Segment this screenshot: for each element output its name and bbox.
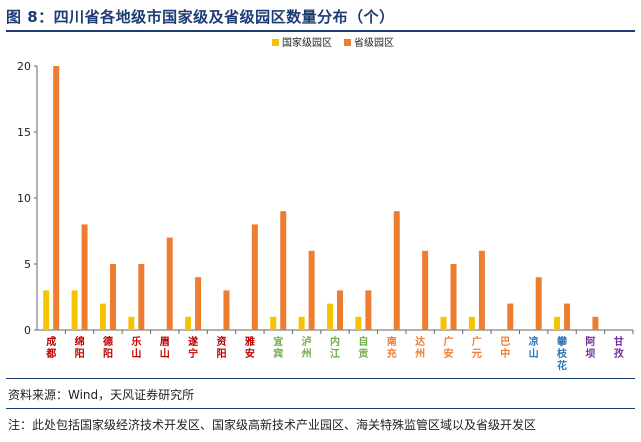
bar-provincial-11 bbox=[365, 290, 372, 330]
bar-national-15 bbox=[468, 316, 475, 330]
category-label-14: 广安 bbox=[444, 335, 454, 360]
bar-provincial-14 bbox=[450, 264, 457, 330]
bar-provincial-9 bbox=[308, 250, 315, 330]
bar-provincial-18 bbox=[564, 303, 571, 330]
bar-provincial-1 bbox=[81, 224, 88, 330]
legend-swatch-1 bbox=[344, 39, 351, 46]
category-label-6: 资阳 bbox=[216, 335, 226, 360]
bar-national-8 bbox=[270, 316, 277, 330]
legend-swatch-0 bbox=[272, 39, 279, 46]
bar-national-3 bbox=[128, 316, 135, 330]
bar-provincial-12 bbox=[393, 211, 400, 330]
category-label-20: 甘孜 bbox=[614, 335, 625, 360]
bar-national-2 bbox=[99, 303, 106, 330]
category-label-5: 遂宁 bbox=[188, 335, 198, 360]
category-label-19: 阿坝 bbox=[585, 336, 595, 360]
category-label-2: 德阳 bbox=[102, 335, 113, 360]
category-label-13: 达州 bbox=[414, 335, 425, 360]
bar-national-9 bbox=[298, 316, 305, 330]
bar-provincial-5 bbox=[195, 277, 202, 330]
bar-provincial-6 bbox=[223, 290, 230, 330]
bar-provincial-15 bbox=[478, 250, 485, 330]
bar-provincial-17 bbox=[535, 277, 542, 330]
category-label-17: 凉山 bbox=[529, 335, 539, 360]
legend-label-1: 省级园区 bbox=[354, 36, 394, 49]
category-label-1: 绵阳 bbox=[75, 335, 85, 360]
category-label-4: 眉山 bbox=[160, 336, 170, 360]
bar-national-1 bbox=[71, 290, 78, 330]
chart-title: 图 8：四川省各地级市国家级及省级园区数量分布（个） bbox=[6, 8, 395, 26]
y-tick-label: 0 bbox=[24, 324, 31, 337]
bar-national-5 bbox=[185, 316, 192, 330]
source-divider bbox=[6, 378, 635, 379]
title-divider bbox=[6, 30, 635, 32]
category-label-18: 攀枝花 bbox=[556, 335, 568, 372]
bar-provincial-10 bbox=[337, 290, 343, 330]
category-label-16: 巴中 bbox=[500, 336, 510, 360]
category-label-7: 雅安 bbox=[245, 335, 255, 360]
bar-national-14 bbox=[440, 316, 447, 330]
note-divider bbox=[6, 408, 635, 409]
category-label-0: 成都 bbox=[45, 335, 56, 360]
bar-provincial-7 bbox=[251, 224, 258, 330]
bar-provincial-4 bbox=[166, 237, 173, 330]
bar-provincial-19 bbox=[592, 316, 599, 330]
note-text: 注：此处包括国家级经济技术开发区、国家级高新技术产业园区、海关特殊监管区域以及省… bbox=[8, 418, 537, 432]
source-text: 资料来源：Wind，天风证券研究所 bbox=[8, 388, 195, 402]
bar-provincial-13 bbox=[422, 250, 429, 330]
bar-provincial-3 bbox=[138, 264, 145, 330]
category-label-3: 乐山 bbox=[131, 335, 141, 360]
category-label-15: 广元 bbox=[472, 335, 482, 360]
y-tick-label: 5 bbox=[24, 258, 31, 271]
y-tick-label: 15 bbox=[17, 126, 31, 139]
bar-provincial-0 bbox=[53, 66, 60, 330]
category-label-9: 泸州 bbox=[301, 335, 312, 360]
legend-label-0: 国家级园区 bbox=[282, 36, 332, 49]
bar-national-0 bbox=[43, 290, 50, 330]
bar-national-18 bbox=[554, 316, 561, 330]
bar-chart: 0 5 10 15 20 成都绵阳德阳乐山眉山遂宁资阳雅安宜宾泸州内江自贡南充达州广安广元… bbox=[17, 36, 634, 372]
category-label-8: 宜宾 bbox=[273, 335, 283, 360]
bar-provincial-2 bbox=[109, 264, 116, 330]
category-label-10: 内江 bbox=[330, 335, 340, 360]
category-label-11: 自贡 bbox=[358, 335, 368, 360]
bar-provincial-8 bbox=[280, 211, 287, 330]
category-label-12: 南充 bbox=[387, 335, 397, 360]
bar-provincial-16 bbox=[507, 303, 514, 330]
bar-national-10 bbox=[327, 303, 333, 330]
y-tick-label: 10 bbox=[17, 192, 31, 205]
y-tick-label: 20 bbox=[17, 60, 31, 73]
bar-national-11 bbox=[355, 316, 362, 330]
